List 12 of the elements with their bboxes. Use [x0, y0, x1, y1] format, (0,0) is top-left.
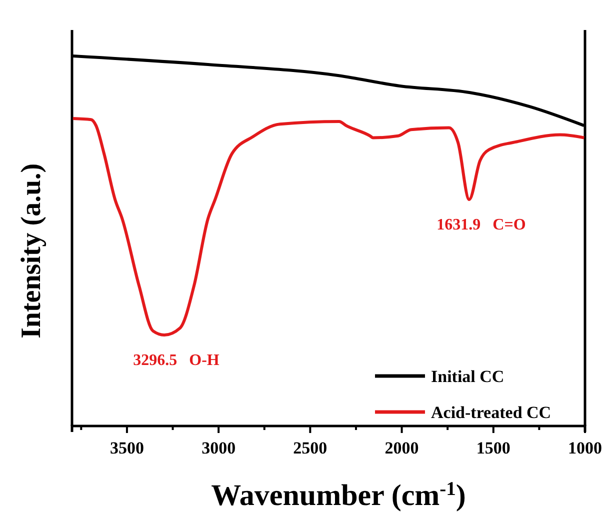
- y-axis-title: Intensity (a.u.): [16, 163, 47, 339]
- x-tick-label: 3000: [202, 438, 236, 458]
- x-tick-label: 2000: [384, 438, 419, 458]
- x-tick-label: 1500: [476, 438, 510, 458]
- legend-label: Initial CC: [431, 367, 504, 386]
- x-tick-label: 2500: [293, 438, 328, 458]
- x-axis-title: Wavenumber (cm$^{-1}$): [211, 478, 466, 512]
- annotation: 1631.9 C=O: [436, 216, 526, 234]
- x-tick-label: 1000: [568, 438, 602, 458]
- legend-label: Acid-treated CC: [431, 403, 552, 422]
- annotation: 3296.5 O-H: [133, 352, 220, 369]
- x-tick-label: 3500: [110, 438, 144, 458]
